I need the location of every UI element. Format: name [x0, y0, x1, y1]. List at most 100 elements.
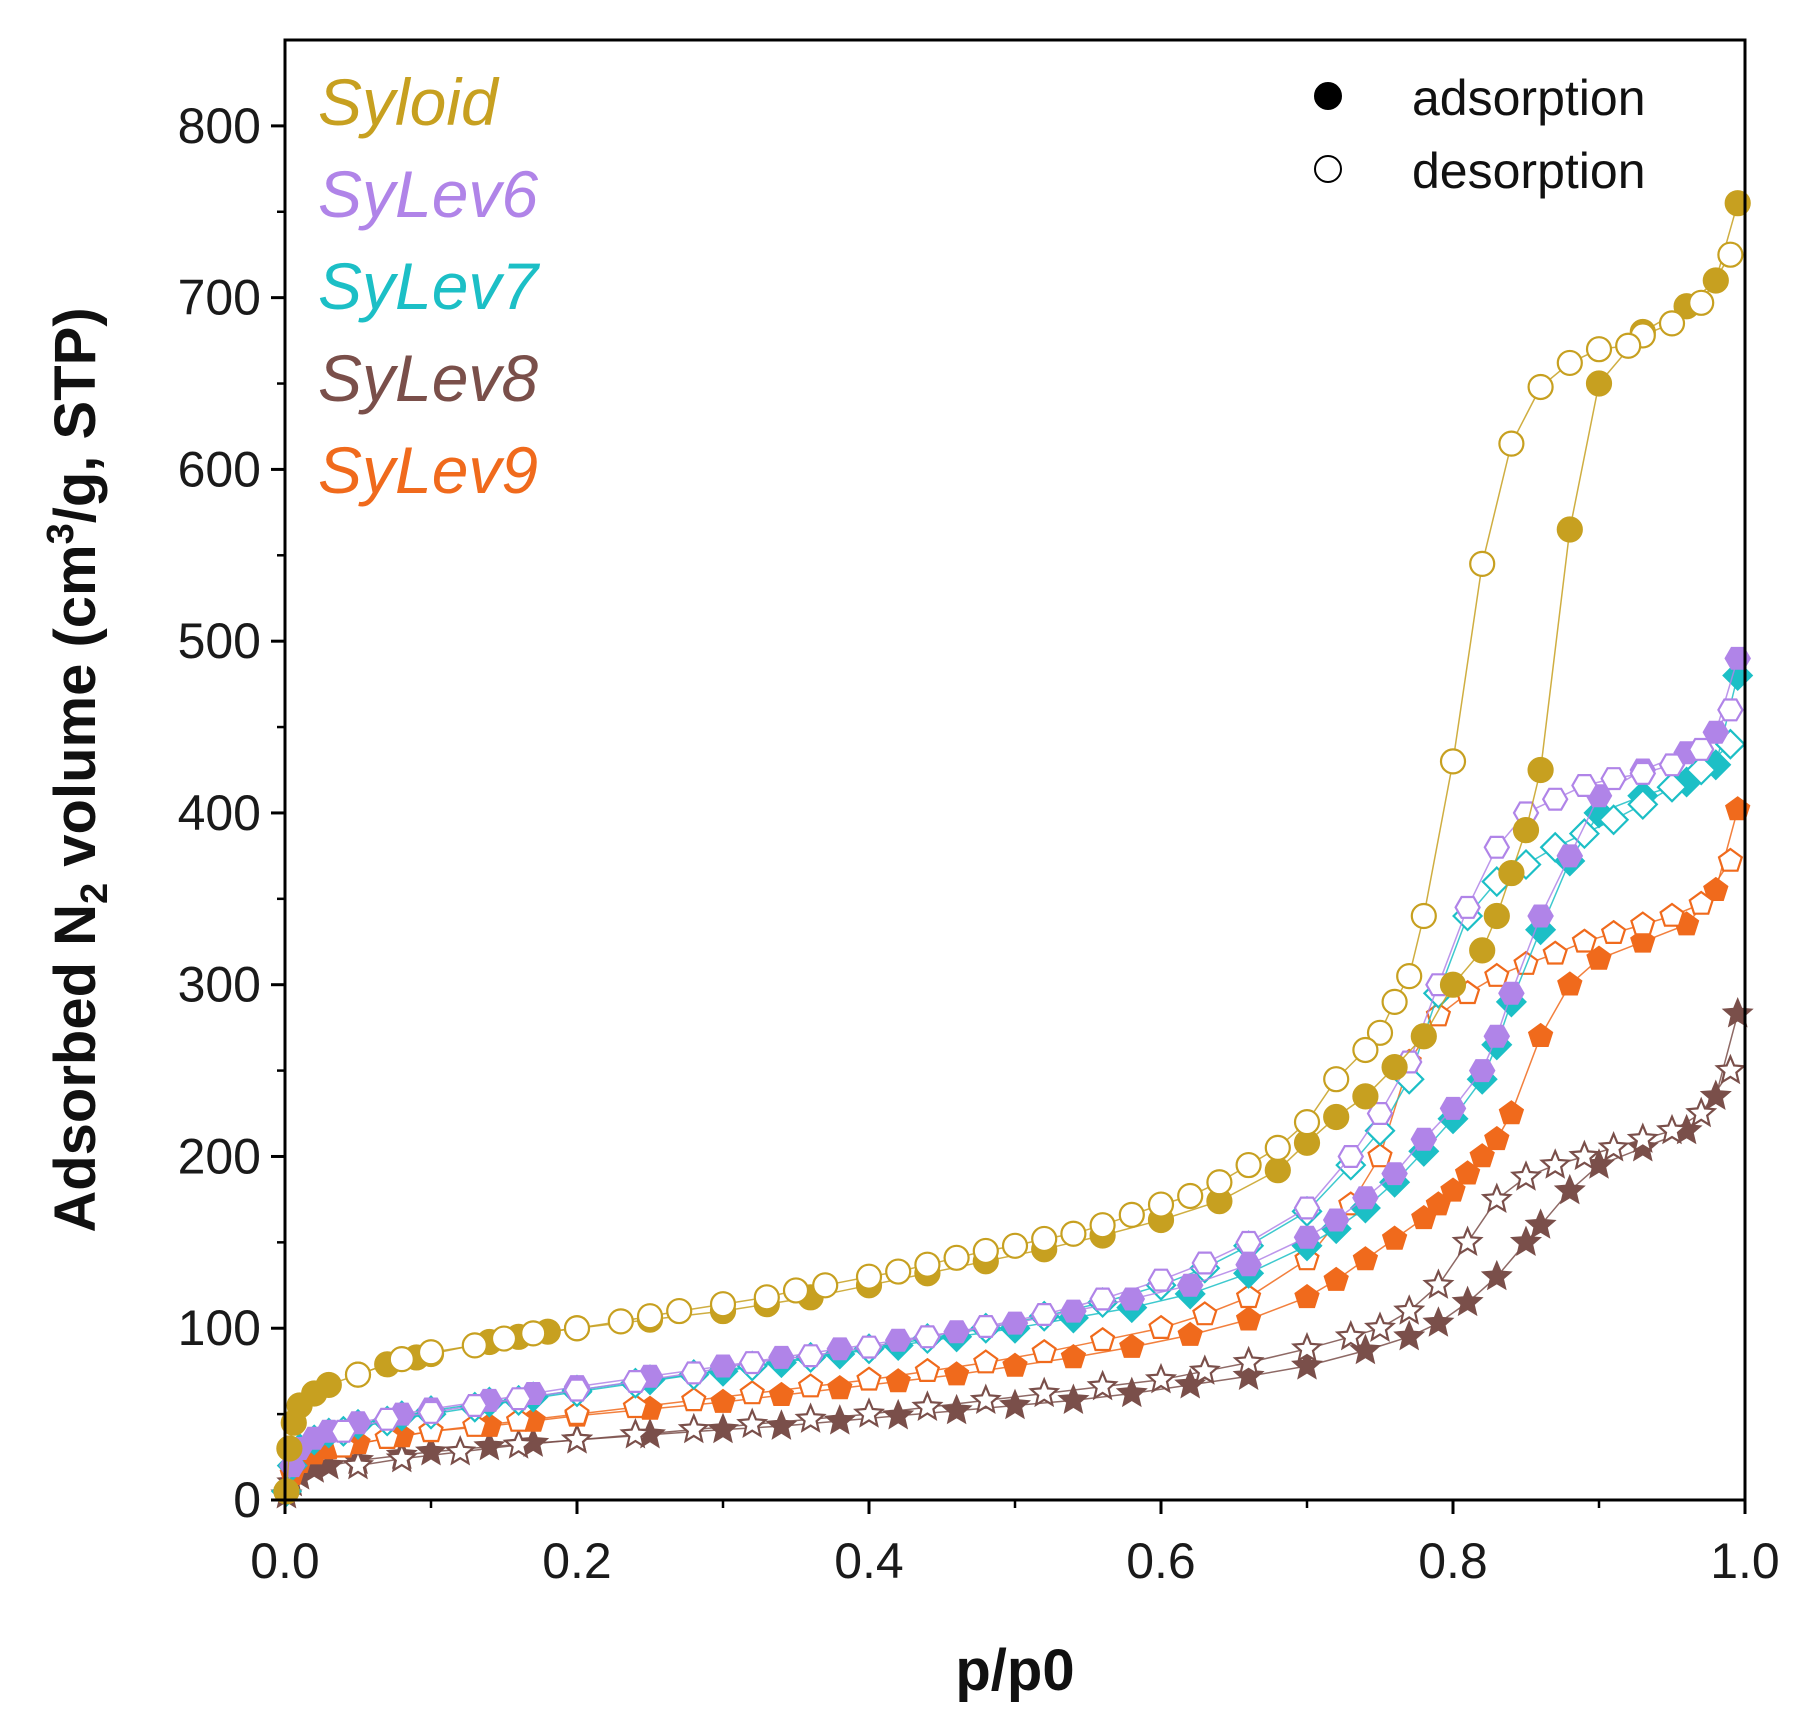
syloid-desorption-point [1688, 289, 1715, 316]
sylev6-adsorption-point [1381, 1162, 1408, 1186]
syloid-adsorption-point [1556, 516, 1583, 543]
sylev6-adsorption-point [884, 1328, 912, 1352]
sylev6-adsorption-point [1118, 1287, 1146, 1311]
syloid-desorption-point [1235, 1151, 1262, 1179]
sylev6-adsorption-point [709, 1354, 737, 1378]
syloid-desorption-point [1118, 1201, 1145, 1228]
sylev8-adsorption-point [1393, 1319, 1426, 1351]
legend-sylev6: SyLev6 [318, 157, 538, 231]
sylev9-desorption-point [1089, 1326, 1116, 1352]
sylev9-adsorption-point [1527, 1022, 1554, 1048]
y-tick-label: 700 [178, 270, 261, 326]
sylev8-desorption-point [385, 1441, 418, 1473]
syloid-adsorption-point [1469, 937, 1496, 964]
syloid-desorption-point [1439, 748, 1467, 775]
sylev8-desorption-point [1086, 1369, 1119, 1401]
syloid-adsorption-point [1585, 370, 1613, 397]
syloid-adsorption-point [1483, 902, 1510, 930]
sylev9-desorption-point [418, 1417, 444, 1443]
sylev8-desorption-point [1422, 1268, 1455, 1299]
syloid-desorption-point [885, 1258, 912, 1285]
syloid-desorption-point [607, 1308, 634, 1335]
sylev6-desorption-point [461, 1393, 489, 1418]
sylev8-adsorption-point [1422, 1306, 1455, 1337]
sylev8-adsorption-point [1232, 1359, 1265, 1391]
sylev8-desorption-point [1597, 1131, 1630, 1162]
sylev9-adsorption-point [827, 1375, 853, 1400]
legend-adsorption: adsorption [1412, 70, 1646, 126]
sylev9-adsorption-point [1586, 945, 1612, 970]
syloid-desorption-point [1060, 1220, 1087, 1247]
sylev8-adsorption-point [823, 1404, 856, 1435]
y-tick-label: 0 [233, 1472, 261, 1528]
sylev8-adsorption-point [882, 1398, 915, 1430]
sylev8-adsorption-point [940, 1393, 973, 1425]
legend-sylev9: SyLev9 [318, 433, 538, 507]
y-axis-title-part: volume (cm [43, 544, 108, 882]
syloid-desorption-point [344, 1361, 372, 1388]
syloid-desorption-point [1089, 1212, 1116, 1239]
sylev6-desorption-point [1293, 1196, 1321, 1220]
syloid-desorption-point [388, 1346, 415, 1373]
sylev9-adsorption-point [1498, 1100, 1525, 1125]
sylev9-desorption-point [505, 1407, 532, 1432]
sylev9-desorption-point [1542, 940, 1568, 965]
syloid-adsorption-point [1264, 1157, 1291, 1184]
sylev9-desorption-point [914, 1357, 941, 1383]
sylev9-desorption-point [1717, 847, 1744, 872]
sylev8-desorption-point [502, 1428, 535, 1459]
sylev8-adsorption-point [1699, 1079, 1732, 1111]
sylev6-desorption-point [680, 1361, 708, 1385]
syloid-desorption-point [1396, 963, 1423, 990]
legend-desorption-marker [1314, 155, 1342, 183]
sylev9-desorption-point [462, 1412, 488, 1437]
sylev9-adsorption-point [1060, 1344, 1087, 1369]
sylev9-desorption-point [739, 1380, 765, 1405]
syloid-desorption-point [1410, 902, 1437, 930]
syloid-desorption-point [1498, 430, 1525, 457]
sylev6-adsorption-point [1439, 1096, 1467, 1120]
sylev6-adsorption-point [1060, 1299, 1087, 1323]
syloid-desorption-point [636, 1303, 664, 1330]
sylev8-adsorption-point [765, 1409, 798, 1440]
sylev8-desorption-point [1685, 1096, 1718, 1128]
sylev9-desorption-point [374, 1424, 400, 1450]
syloid-desorption-point [1264, 1134, 1291, 1161]
syloid-adsorption-point [1527, 756, 1554, 784]
syloid-desorption-point [1352, 1036, 1379, 1064]
sylev9-adsorption-point [1177, 1321, 1203, 1346]
sylev6-desorption-point [1366, 1101, 1394, 1126]
sylev6-desorption-point [1483, 835, 1511, 859]
sylev9-adsorption-point [1119, 1333, 1145, 1358]
x-tick-label: 0.0 [250, 1533, 320, 1589]
sylev9-desorption-point [1688, 890, 1714, 915]
syloid-desorption-point [812, 1272, 839, 1299]
sylev8-adsorption-point [1290, 1349, 1324, 1380]
mode-legend: adsorption desorption [1314, 70, 1646, 199]
sylev6-desorption-point [1454, 895, 1481, 919]
sylev9-adsorption-point [1440, 1177, 1466, 1202]
syloid-desorption-point [1615, 332, 1642, 359]
legend-adsorption-marker [1314, 82, 1342, 110]
legend-syloid: Syloid [318, 65, 500, 139]
sylev9-desorption-point [1484, 962, 1510, 987]
sylev9-adsorption-point [1484, 1125, 1510, 1151]
sylev8-desorption-point [1480, 1182, 1513, 1214]
x-tick-label: 0.2 [542, 1533, 612, 1589]
sylev6-desorption-point [738, 1351, 766, 1375]
data-layer [270, 190, 1754, 1509]
syloid-adsorption-point [1439, 971, 1467, 998]
sylev9-adsorption-point [943, 1361, 970, 1386]
syloid-desorption-point [1717, 241, 1744, 268]
syloid-desorption-point [1527, 373, 1554, 401]
sylev8-desorption-point [619, 1417, 652, 1449]
sylev8-desorption-point [1393, 1294, 1426, 1325]
sylev8-adsorption-point [1480, 1259, 1513, 1291]
sylev6-adsorption-point [943, 1320, 970, 1344]
sylev9-desorption-point [622, 1393, 649, 1419]
y-tick-label: 200 [178, 1128, 261, 1184]
sylev9-adsorption-point [1235, 1306, 1262, 1331]
syloid-desorption-point [1206, 1169, 1233, 1196]
axes-layer: 0.0 0.2 0.4 0.6 0.8 1.0 0 100 200 300 400 500 600 700… [178, 98, 1780, 1589]
sylev6-adsorption-point [1001, 1311, 1029, 1335]
